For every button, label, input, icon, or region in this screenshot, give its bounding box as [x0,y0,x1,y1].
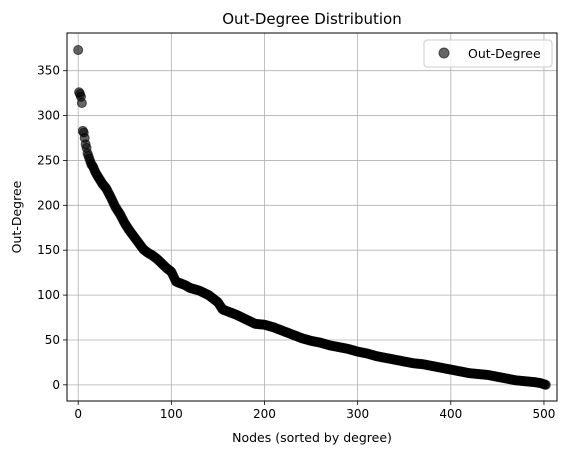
legend-marker [438,47,450,59]
y-axis-label: Out-Degree [9,180,24,253]
x-tick-label: 200 [253,407,276,421]
y-tick-label: 300 [37,109,60,123]
x-axis-label: Nodes (sorted by degree) [232,430,392,445]
data-point [76,98,87,109]
legend: Out-Degree [423,39,553,68]
axes-frame [66,32,558,402]
legend-label: Out-Degree [468,46,541,61]
chart-title: Out-Degree Distribution [222,10,401,28]
scatter-points [73,45,551,390]
legend-box [423,39,553,68]
y-tick-label: 250 [37,153,60,167]
y-tick-label: 200 [37,198,60,212]
y-tick-label: 0 [52,378,60,392]
data-point [540,379,551,390]
y-tick-label: 350 [37,64,60,78]
x-tick-label: 300 [346,407,369,421]
data-point [73,45,84,56]
y-tick-label: 150 [37,243,60,257]
y-tick-label: 100 [37,288,60,302]
x-tick-label: 400 [439,407,462,421]
y-tick-label: 50 [45,333,60,347]
axis-ticks: 0 100 200 300 400 500 0 50 100 150 200 250 300 350 [37,64,555,421]
grid-lines [67,33,557,401]
x-tick-label: 100 [160,407,183,421]
x-tick-label: 0 [74,407,82,421]
x-tick-label: 500 [533,407,556,421]
